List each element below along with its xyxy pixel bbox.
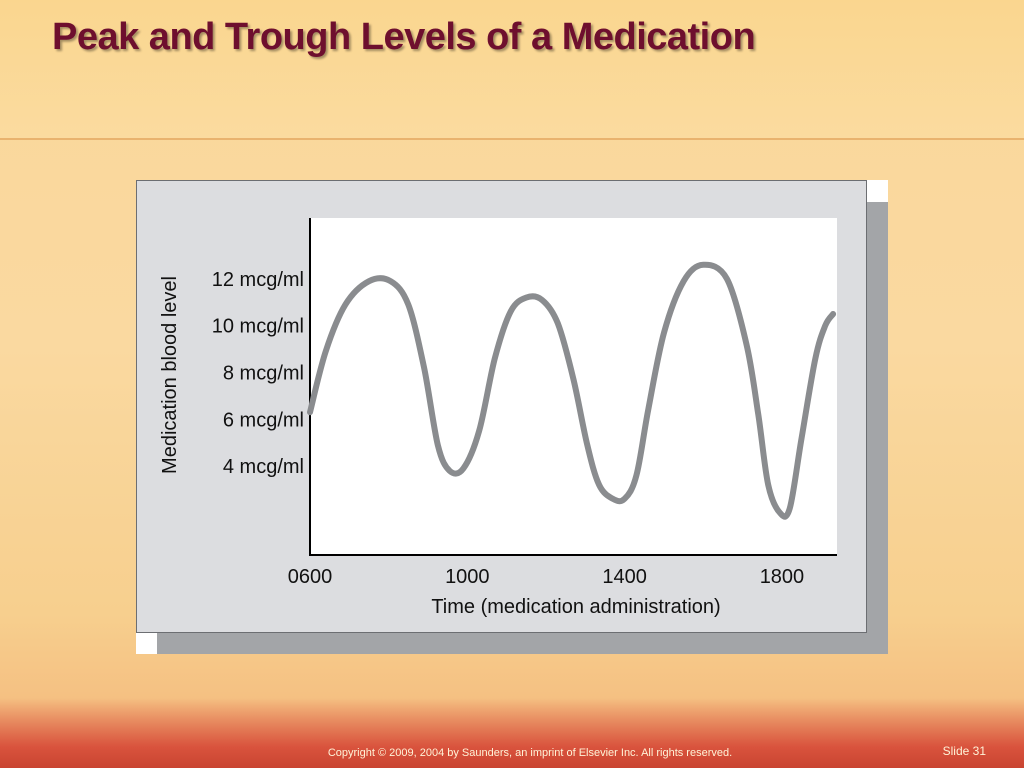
y-tick-label: 6 mcg/ml — [223, 409, 304, 431]
x-tick-label: 1800 — [760, 566, 805, 588]
title-band — [0, 0, 1024, 140]
y-tick-label: 12 mcg/ml — [212, 269, 304, 291]
medication-level-line — [307, 261, 837, 520]
x-tick-label: 1400 — [602, 566, 647, 588]
slide-number: Slide 31 — [942, 744, 986, 758]
y-axis-label: Medication blood level — [159, 276, 181, 474]
copyright-text: Copyright © 2009, 2004 by Saunders, an i… — [327, 747, 733, 759]
footer-band — [0, 698, 1024, 768]
x-axis-label: Time (medication administration) — [431, 596, 720, 618]
y-tick-label: 4 mcg/ml — [223, 456, 304, 478]
y-tick-label: 10 mcg/ml — [212, 316, 304, 338]
slide-title: Peak and Trough Levels of a Medication — [52, 16, 756, 58]
x-tick-label: 0600 — [288, 566, 333, 588]
x-tick-label: 1000 — [445, 566, 490, 588]
y-tick-label: 8 mcg/ml — [223, 362, 304, 384]
